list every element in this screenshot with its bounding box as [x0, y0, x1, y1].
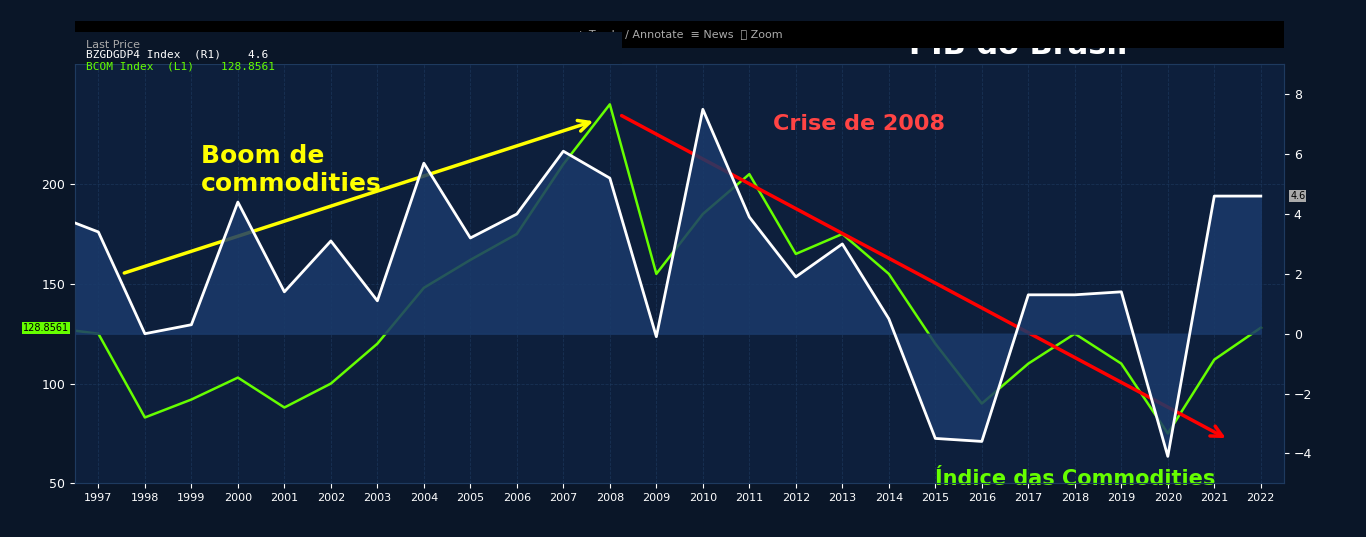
- Text: Boom de
commodities: Boom de commodities: [201, 144, 381, 196]
- Text: PIB do Brasil: PIB do Brasil: [908, 31, 1127, 60]
- Text: + Track  ∕ Annotate  ≡ News  ⌕ Zoom: + Track ∕ Annotate ≡ News ⌕ Zoom: [576, 30, 783, 40]
- Text: Índice das Commodities: Índice das Commodities: [936, 469, 1216, 489]
- Text: Last Price: Last Price: [86, 40, 141, 50]
- Text: BCOM Index  (L1)    128.8561: BCOM Index (L1) 128.8561: [86, 61, 275, 71]
- Text: 128.8561: 128.8561: [23, 323, 70, 333]
- Text: 4.6: 4.6: [1290, 191, 1306, 201]
- Text: BZGDGDP4 Index  (R1)    4.6: BZGDGDP4 Index (R1) 4.6: [86, 50, 268, 60]
- Text: Crise de 2008: Crise de 2008: [773, 114, 944, 134]
